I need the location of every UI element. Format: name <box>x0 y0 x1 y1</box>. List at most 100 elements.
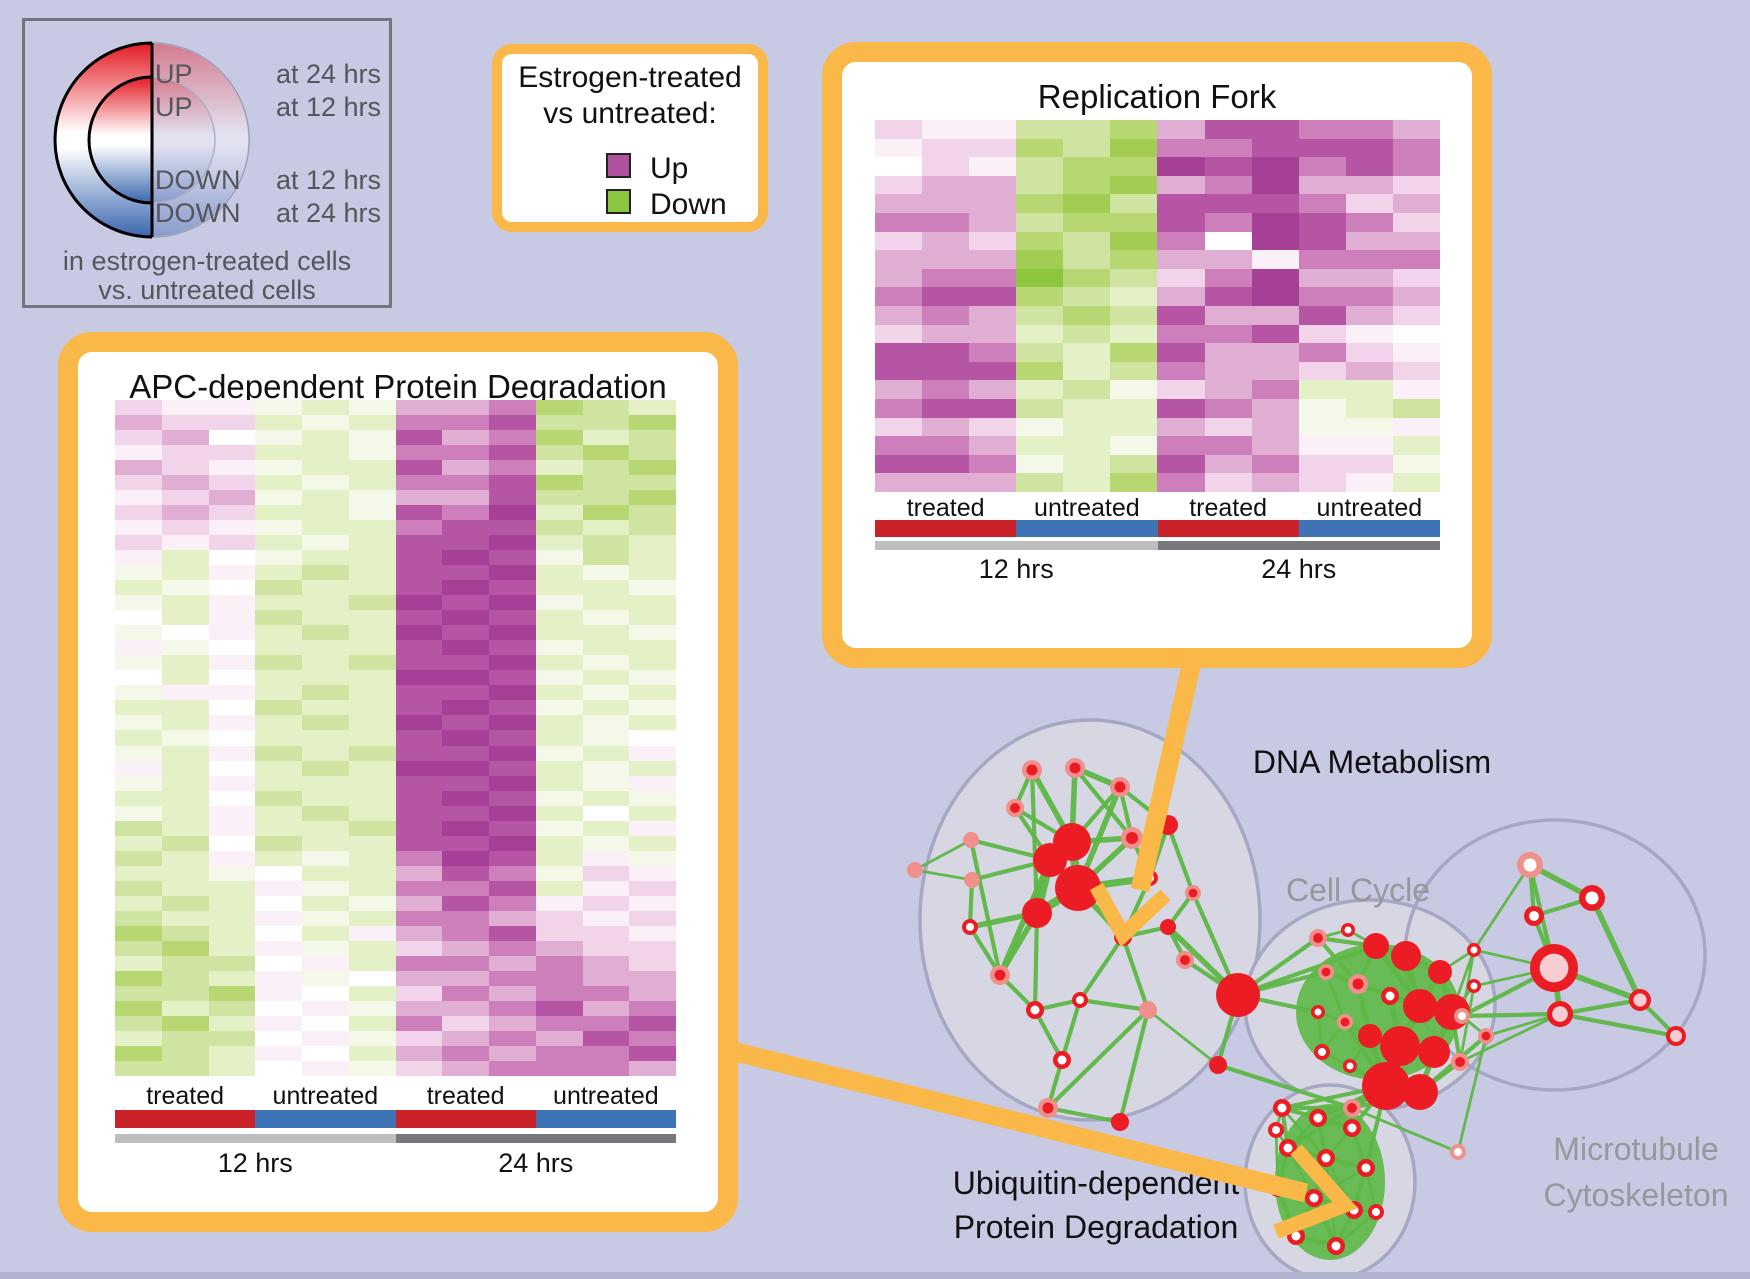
down-color-swatch <box>606 189 631 214</box>
heatmap-cell <box>629 955 676 971</box>
heatmap-cell <box>582 1030 630 1046</box>
heatmap-cell <box>115 910 162 926</box>
heatmap-cell <box>629 1015 676 1031</box>
heatmap-cell <box>969 380 1017 399</box>
heatmap-cell <box>489 1045 536 1061</box>
heatmap-cell <box>535 610 583 626</box>
heatmap-cell <box>348 865 396 881</box>
gene-node-core <box>1552 1006 1568 1022</box>
heatmap-cell <box>922 213 970 232</box>
replication-fork-time-labels: 12 hrs 24 hrs <box>875 554 1440 585</box>
heatmap-cell <box>442 865 489 881</box>
heatmap-cell <box>302 505 349 521</box>
heatmap-cell <box>1204 324 1252 344</box>
heatmap-cell <box>161 850 209 866</box>
heatmap-cell <box>629 715 676 731</box>
heatmap-cell <box>582 865 630 881</box>
heatmap-cell <box>115 925 162 941</box>
heatmap-cell <box>1157 157 1205 176</box>
heatmap-cell <box>629 880 676 896</box>
heatmap-cell <box>302 625 349 641</box>
heatmap-cell <box>1251 399 1299 418</box>
heatmap-cell <box>582 1060 630 1076</box>
heatmap-cell <box>442 730 489 746</box>
heatmap-cell <box>208 835 256 851</box>
heatmap-cell <box>1298 287 1346 306</box>
heatmap-cell <box>629 580 676 596</box>
gene-node-core <box>1481 1031 1491 1041</box>
heatmap-cell <box>1204 213 1252 232</box>
heatmap-cell <box>535 400 583 416</box>
heatmap-cell <box>255 1000 302 1016</box>
heatmap-cell <box>969 268 1017 288</box>
heatmap-cell <box>489 505 536 521</box>
updown-title-line1: Estrogen-treated <box>518 61 742 94</box>
time-label-12-hrs: 12 hrs <box>978 554 1054 584</box>
condition-bar-untreated <box>1016 520 1158 537</box>
heatmap-cell <box>255 745 302 761</box>
heatmap-cell <box>348 1000 396 1016</box>
heatmap-cell <box>489 700 536 716</box>
heatmap-cell <box>1204 454 1252 474</box>
heatmap-cell <box>161 475 209 491</box>
heatmap-cell <box>255 625 302 641</box>
heatmap-cell <box>395 715 443 731</box>
heatmap-cell <box>489 745 536 761</box>
heatmap-cell <box>489 970 536 986</box>
heatmap-cell <box>302 865 349 881</box>
heatmap-cell <box>582 595 630 611</box>
heatmap-cell <box>1063 324 1111 344</box>
heatmap-cell <box>1392 287 1440 306</box>
heatmap-cell <box>1063 213 1111 232</box>
up-label: Up <box>650 152 689 185</box>
heatmap-cell <box>1063 454 1111 474</box>
heatmap-cell <box>161 460 209 476</box>
heatmap-cell <box>255 505 302 521</box>
heatmap-cell <box>442 685 489 701</box>
heatmap-cell <box>161 580 209 596</box>
heatmap-cell <box>1251 454 1299 474</box>
heatmap-cell <box>1251 175 1299 195</box>
gene-node-core <box>1318 1048 1326 1056</box>
updown-legend-box: Estrogen-treated vs untreated: Up Down <box>492 44 768 232</box>
heatmap-cell <box>629 415 676 431</box>
heatmap-cell <box>442 415 489 431</box>
heatmap-cell <box>208 820 256 836</box>
heatmap-cell <box>1251 120 1299 139</box>
gene-node-core <box>1470 982 1478 990</box>
heatmap-cell <box>395 850 443 866</box>
heatmap-cell <box>348 745 396 761</box>
heatmap-cell <box>115 475 162 491</box>
heatmap-cell <box>442 490 489 506</box>
heatmap-cell <box>255 415 302 431</box>
heatmap-cell <box>629 460 676 476</box>
heatmap-cell <box>582 550 630 566</box>
heatmap-cell <box>115 715 162 731</box>
heatmap-cell <box>395 580 443 596</box>
heatmap-cell <box>348 1060 396 1076</box>
heatmap-cell <box>535 805 583 821</box>
heatmap-cell <box>395 535 443 551</box>
heatmap-cell <box>302 895 349 911</box>
heatmap-cell <box>1157 380 1205 399</box>
heatmap-cell <box>1063 399 1111 418</box>
heatmap-cell <box>208 955 256 971</box>
time-bar-12-hrs <box>115 1134 396 1143</box>
heatmap-cell <box>302 1045 349 1061</box>
gene-node-solid <box>1022 898 1052 928</box>
heatmap-cell <box>302 415 349 431</box>
heatmap-cell <box>489 580 536 596</box>
heatmap-cell <box>348 955 396 971</box>
heatmap-cell <box>348 805 396 821</box>
heatmap-cell <box>115 550 162 566</box>
condition-label-treated: treated <box>1189 494 1268 522</box>
heatmap-cell <box>489 835 536 851</box>
heatmap-cell <box>489 685 536 701</box>
gene-node-core <box>1458 1012 1466 1020</box>
heatmap-cell <box>302 520 349 536</box>
gene-node-solid <box>1418 1036 1450 1068</box>
heatmap-cell <box>302 790 349 806</box>
heatmap-cell <box>208 715 256 731</box>
heatmap-cell <box>489 565 536 581</box>
